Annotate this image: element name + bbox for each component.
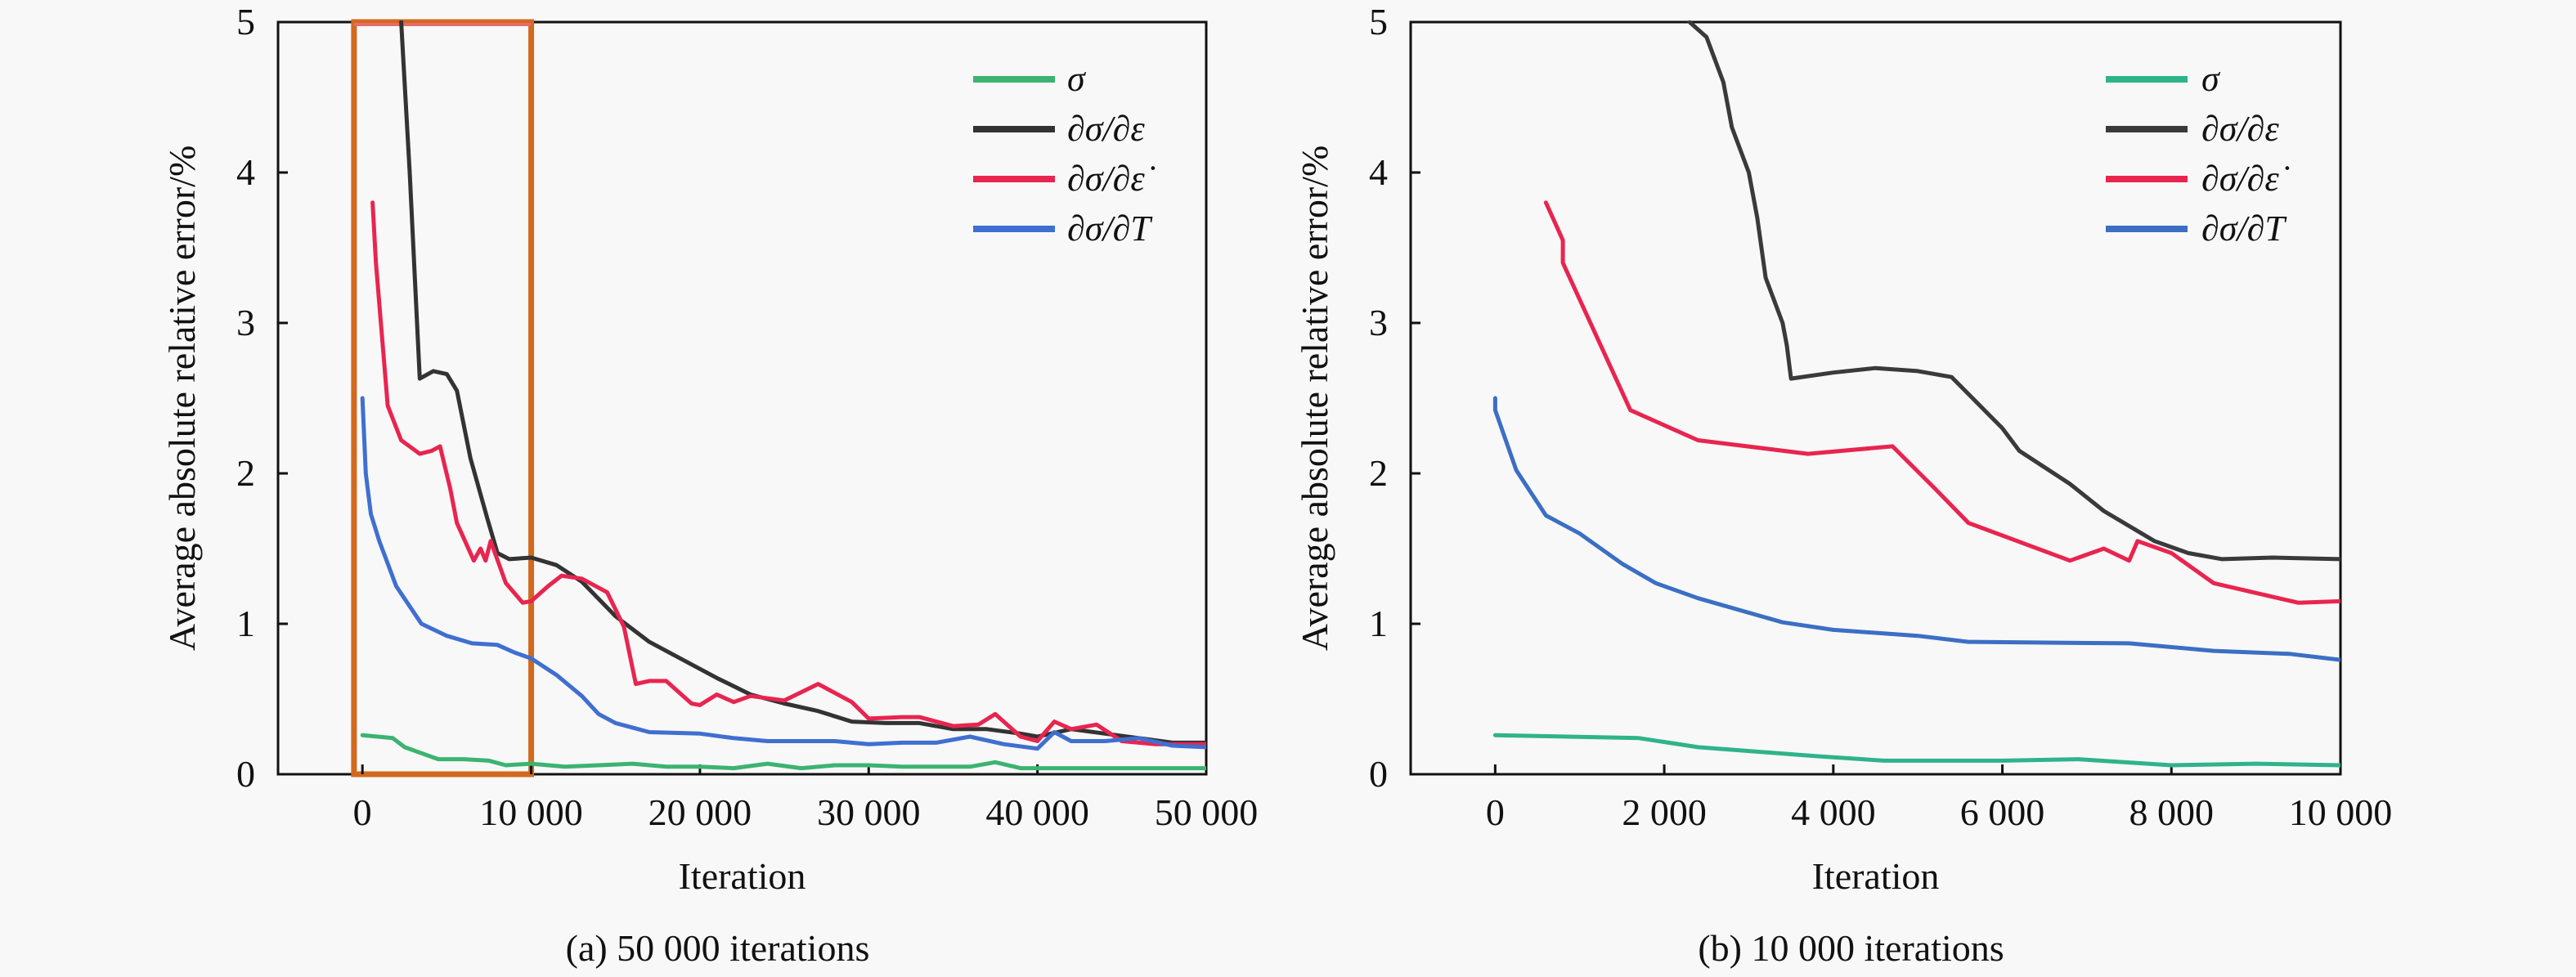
chart-b-xtick-label: 0 — [1486, 791, 1505, 833]
chart-panel-b: 0 1 2 3 4 5 0 2 000 4 000 6 000 8 000 10 000 Iterati… — [1288, 0, 2576, 977]
chart-b-series-line-0 — [1492, 733, 2340, 768]
chart-a-xtick-label: 50 000 — [1155, 791, 1259, 833]
chart-b-plot-frame — [1409, 20, 2342, 776]
chart-b-series-group — [1492, 20, 2340, 768]
chart-a-xtick-label: 10 000 — [479, 791, 583, 833]
chart-b-xtick-label: 2 000 — [1622, 791, 1707, 833]
chart-a-legend-label-3: ∂σ/∂T — [1067, 208, 1153, 249]
chart-b-xtick-label: 8 000 — [2129, 791, 2215, 833]
chart-b-legend-label-2: ∂σ/∂ε̇ — [2201, 159, 2290, 199]
chart-a-ytick-label: 1 — [236, 603, 255, 644]
chart-a-legend-label-2: ∂σ/∂ε̇ — [1067, 159, 1156, 199]
chart-b-caption: (b) 10 000 iterations — [1698, 927, 2004, 969]
chart-a-xlabel: Iteration — [679, 855, 806, 897]
chart-a-ytick-label: 0 — [236, 753, 255, 795]
chart-b-series-line-3 — [1492, 396, 2340, 662]
chart-a-ylabel: Average absolute relative error/% — [161, 146, 203, 652]
chart-b-legend-label-1: ∂σ/∂ε — [2201, 109, 2279, 149]
chart-a-highlight-box — [351, 19, 535, 778]
chart-a-series-line-0 — [360, 733, 1206, 771]
chart-a-series-group — [360, 20, 1206, 771]
chart-a-xtick-label: 40 000 — [985, 791, 1089, 833]
chart-panel-a: 0 1 2 3 4 5 0 10 000 20 000 30 000 40 000 50 000 Ite… — [161, 1, 1259, 969]
chart-b-xtick-label: 4 000 — [1791, 791, 1876, 833]
chart-a-plot-frame — [276, 20, 1208, 776]
chart-b-svg: 0 1 2 3 4 5 0 2 000 4 000 6 000 8 000 10 000 Iterati… — [1294, 1, 2393, 969]
chart-a-xtick-label: 0 — [353, 791, 372, 833]
chart-a-ytick-label: 2 — [236, 452, 255, 494]
chart-a-series-line-2 — [370, 200, 1206, 746]
chart-a-series-line-1 — [399, 20, 1206, 745]
chart-a-ytick-label: 4 — [236, 151, 255, 193]
chart-b-legend-label-0: σ — [2201, 59, 2221, 99]
chart-a-ytick-label: 5 — [236, 1, 255, 43]
chart-a-xtick-label: 20 000 — [648, 791, 752, 833]
chart-b-ytick-label: 5 — [1369, 1, 1388, 43]
chart-b-ytick-label: 4 — [1369, 151, 1388, 193]
chart-a-caption: (a) 50 000 iterations — [566, 927, 870, 969]
chart-a-legend-label-0: σ — [1067, 59, 1087, 99]
chart-a-series-line-3 — [360, 396, 1206, 751]
chart-b-xtick-label: 10 000 — [2289, 791, 2393, 833]
chart-b-ytick-label: 1 — [1369, 603, 1388, 644]
chart-a-legend-label-1: ∂σ/∂ε — [1067, 109, 1145, 149]
chart-b-xlabel: Iteration — [1812, 855, 1940, 897]
chart-b-legend-label-3: ∂σ/∂T — [2201, 208, 2287, 249]
chart-b-ytick-label: 3 — [1369, 302, 1388, 343]
chart-b-ytick-label: 2 — [1369, 452, 1388, 494]
chart-b-ytick-label: 0 — [1369, 753, 1388, 795]
chart-b-series-line-2 — [1543, 200, 2340, 605]
chart-b-xtick-label: 6 000 — [1960, 791, 2045, 833]
chart-a-svg: 0 1 2 3 4 5 0 10 000 20 000 30 000 40 000 50 000 Ite… — [161, 1, 1259, 969]
chart-a-ytick-label: 3 — [236, 302, 255, 343]
chart-b-series-line-1 — [1687, 20, 2340, 562]
chart-a-xtick-label: 30 000 — [817, 791, 921, 833]
chart-b-ylabel: Average absolute relative error/% — [1294, 146, 1335, 652]
